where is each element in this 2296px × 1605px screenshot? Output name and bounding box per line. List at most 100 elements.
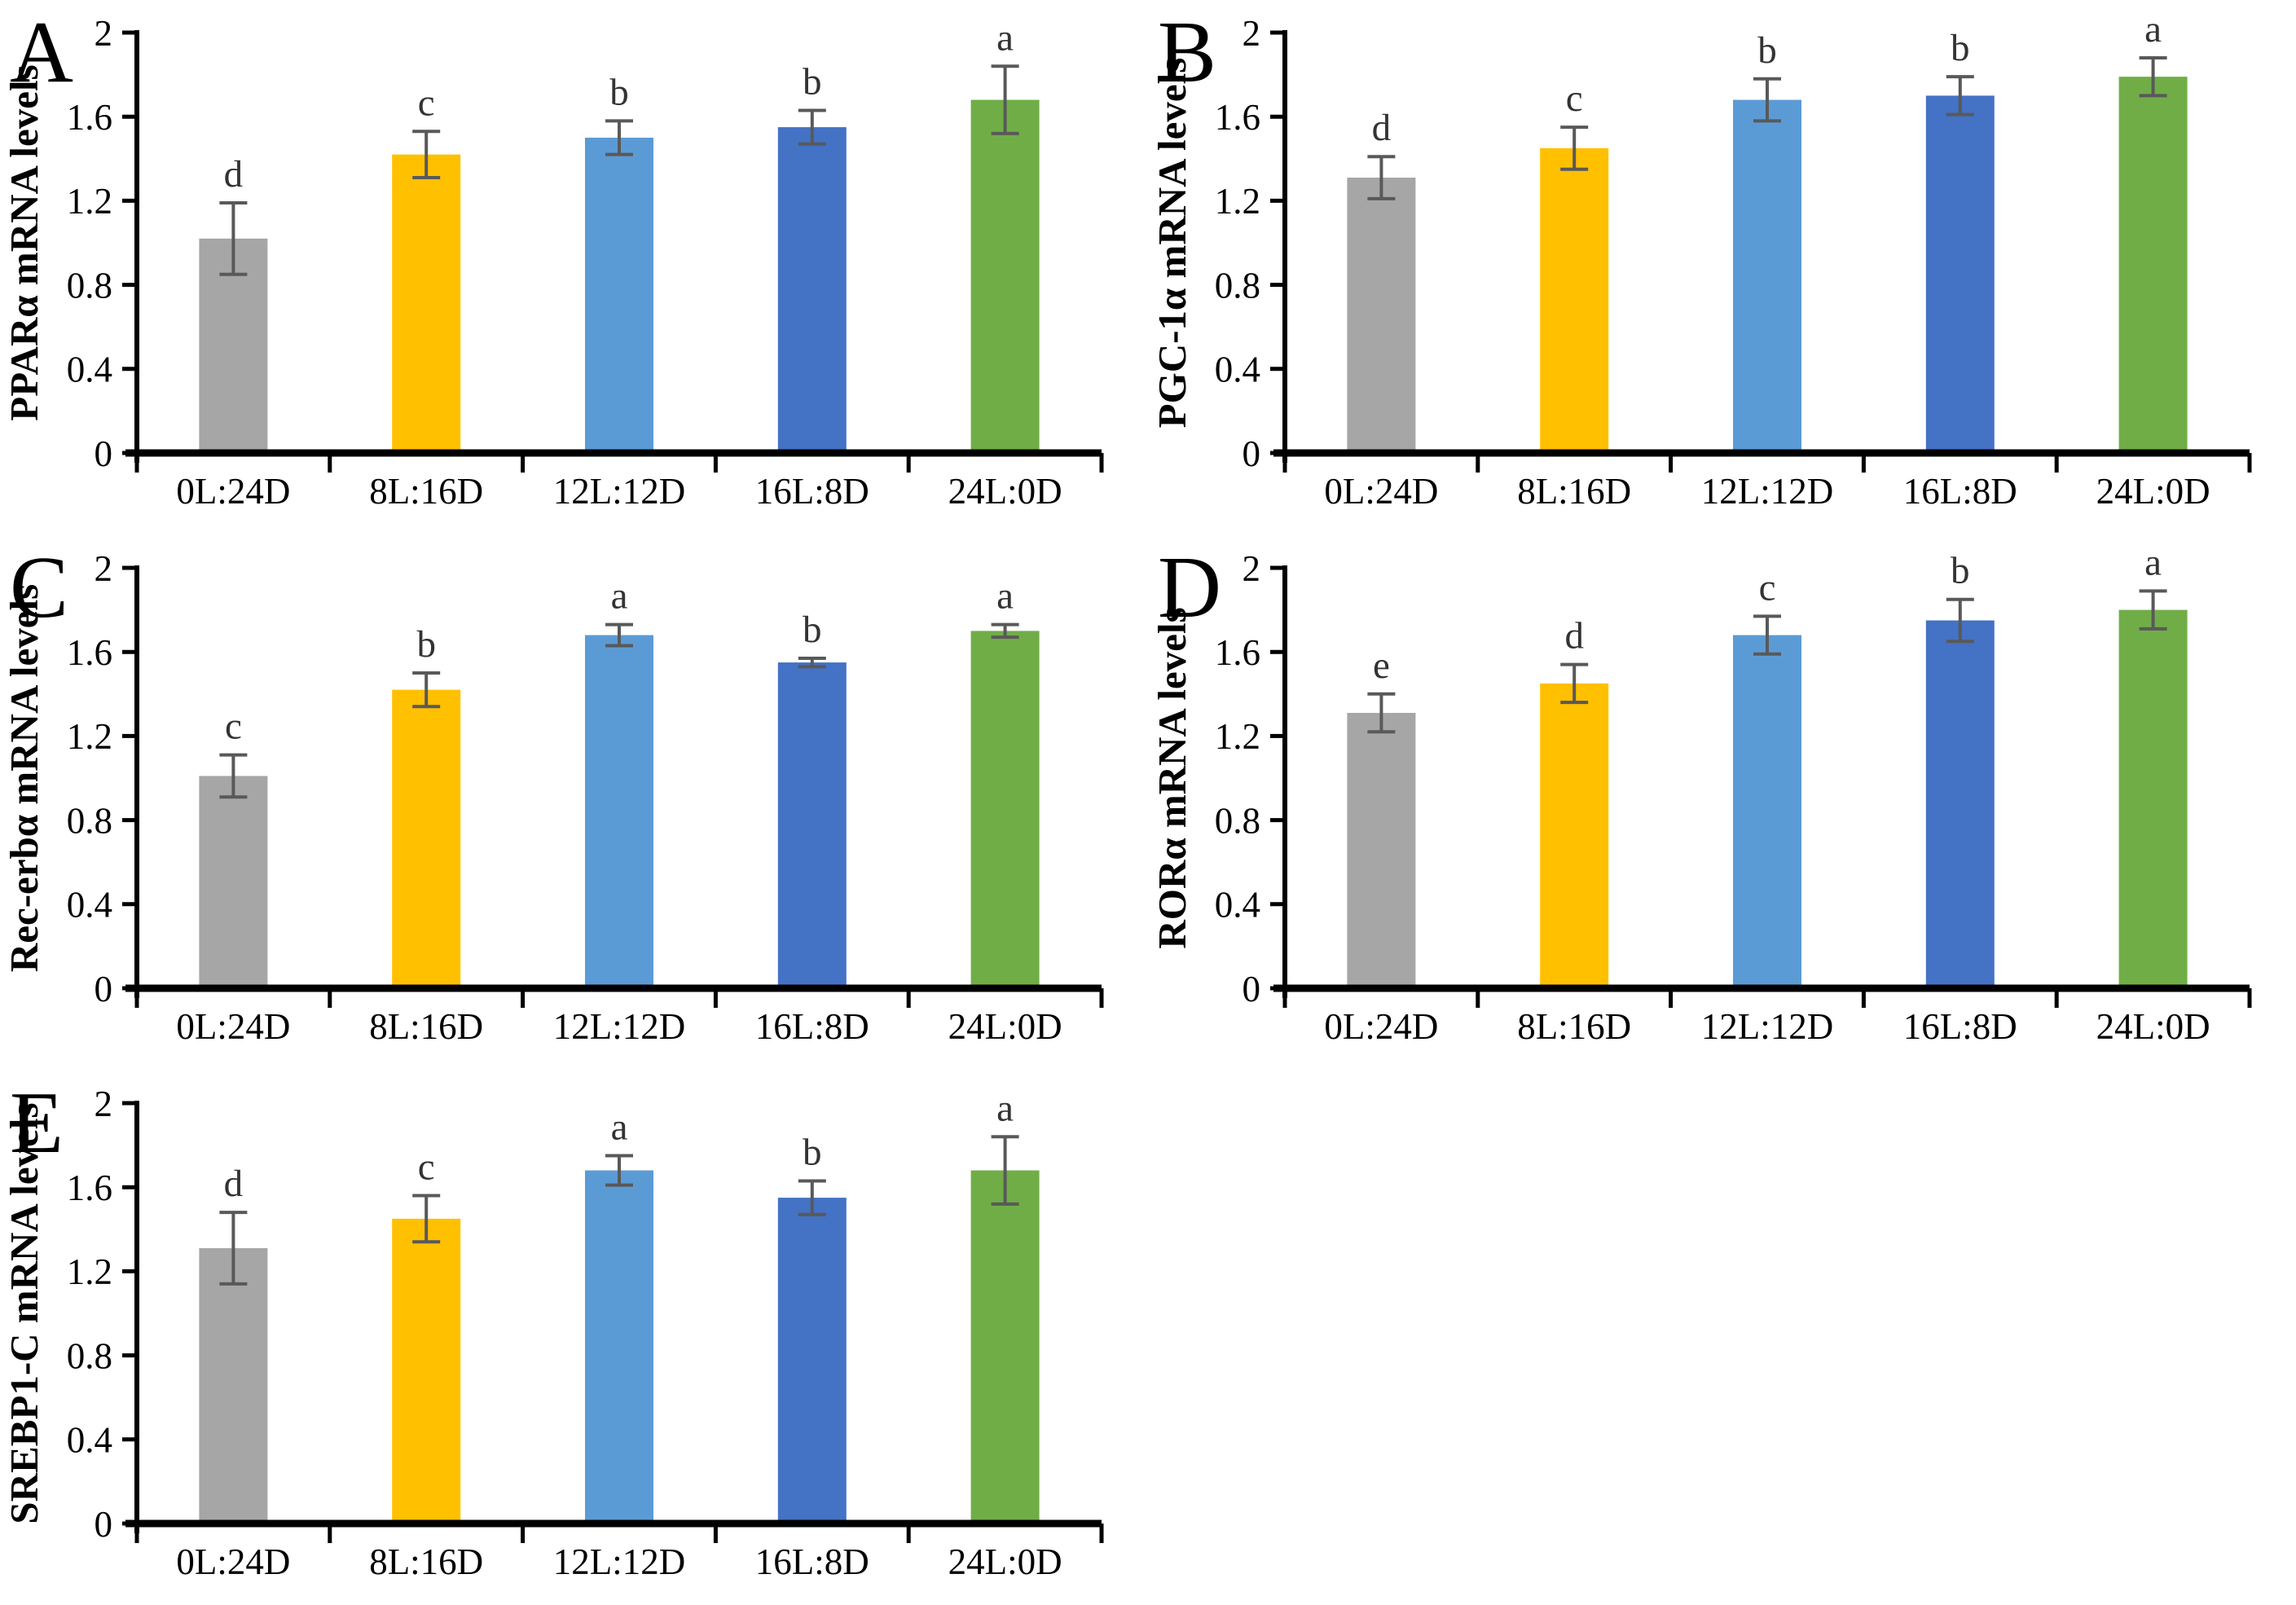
y-tick-label: 0 [95, 1504, 113, 1545]
bar [392, 154, 461, 453]
bar [392, 1218, 461, 1524]
bar [777, 1198, 847, 1524]
x-category-label: 12L:12D [1701, 1006, 1834, 1047]
sig-letter: b [1951, 27, 1970, 69]
bar [970, 1170, 1040, 1524]
x-category-label: 12L:12D [553, 1541, 686, 1582]
y-tick-label: 1.2 [1215, 181, 1260, 222]
y-tick-label: 0.4 [67, 350, 112, 390]
panel-letter: E [10, 1075, 64, 1172]
y-tick-label: 0.4 [67, 1420, 112, 1461]
x-category-label: 16L:8D [755, 1541, 869, 1582]
bar [585, 138, 653, 453]
y-tick-label: 2 [95, 548, 113, 589]
bar [970, 631, 1040, 988]
y-tick-label: 0.8 [67, 1335, 112, 1376]
sig-letter: c [418, 1146, 435, 1189]
panel-letter: D [1158, 539, 1221, 636]
y-tick-label: 1.2 [67, 716, 112, 757]
sig-letter: a [996, 16, 1014, 59]
x-category-label: 24L:0D [948, 1541, 1062, 1582]
y-axis-label: Rec-erbα mRNA levels [2, 584, 46, 972]
panel-d-chart: D RORα mRNA levels 0 0.4 0.8 1.2 1.6 2 e 0L:24D d 8… [1148, 535, 2296, 1070]
x-category-label: 8L:16D [369, 1006, 483, 1047]
bar [199, 1248, 268, 1524]
bar [1540, 147, 1609, 453]
y-tick-label: 0.8 [1215, 800, 1260, 841]
y-tick-label: 0 [95, 969, 113, 1009]
bar [392, 689, 461, 988]
x-category-label: 8L:16D [1517, 471, 1631, 512]
x-category-label: 16L:8D [1903, 1006, 2017, 1047]
x-category-label: 16L:8D [1903, 471, 2017, 512]
y-tick-label: 1.6 [1215, 632, 1260, 673]
x-category-label: 24L:0D [2096, 1006, 2210, 1047]
bar [970, 99, 1040, 453]
bar [1347, 713, 1416, 988]
bar [777, 662, 847, 988]
panel-letter: A [10, 4, 73, 101]
x-category-label: 8L:16D [1517, 1006, 1631, 1047]
x-category-label: 24L:0D [948, 1006, 1062, 1047]
y-tick-label: 1.2 [67, 1251, 112, 1292]
panel-e-chart: E SREBP1-C mRNA levels 0 0.4 0.8 1.2 1.6 2 d 0L:2… [0, 1071, 1148, 1605]
sig-letter: a [611, 575, 628, 618]
bar [1733, 635, 1801, 988]
x-category-label: 8L:16D [369, 1541, 483, 1582]
x-category-label: 12L:12D [553, 1006, 686, 1047]
sig-letter: b [1757, 29, 1777, 72]
sig-letter: b [416, 623, 436, 666]
panel-a-chart: A PPARα mRNA levels 0 0.4 0.8 1.2 1.6 2 d 0L:24D c… [0, 0, 1148, 534]
sig-letter: b [803, 609, 822, 651]
sig-letter: b [803, 60, 822, 103]
y-tick-label: 0.8 [67, 265, 112, 306]
y-tick-label: 1.2 [67, 181, 112, 222]
bar [1733, 99, 1801, 453]
y-axis-label: SREBP1-C mRNA levels [2, 1102, 46, 1524]
x-category-label: 12L:12D [1701, 471, 1834, 512]
x-category-label: 0L:24D [176, 1006, 290, 1047]
sig-letter: b [1951, 550, 1970, 592]
x-category-label: 16L:8D [755, 471, 869, 512]
panel-c-chart: C Rec-erbα mRNA levels 0 0.4 0.8 1.2 1.6 2 c 0L:2… [0, 535, 1148, 1070]
bar [1347, 178, 1416, 453]
y-tick-label: 0.8 [67, 800, 112, 841]
bar [585, 1170, 653, 1524]
y-tick-label: 1.2 [1215, 716, 1260, 757]
y-tick-label: 0.4 [67, 885, 112, 926]
bar [777, 127, 847, 453]
bar [1925, 620, 1995, 988]
panel-letter: C [10, 539, 68, 636]
x-category-label: 0L:24D [1324, 1006, 1438, 1047]
panel-b-chart: B PGC-1α mRNA levels 0 0.4 0.8 1.2 1.6 2 d 0L:24D… [1148, 0, 2296, 534]
bar [1540, 683, 1609, 988]
sig-letter: c [1566, 77, 1583, 120]
x-category-label: 16L:8D [755, 1006, 869, 1047]
y-tick-label: 0.4 [1215, 350, 1260, 390]
x-category-label: 12L:12D [553, 471, 686, 512]
sig-letter: d [1564, 615, 1584, 657]
y-tick-label: 0.8 [1215, 265, 1260, 306]
x-category-label: 0L:24D [176, 471, 290, 512]
bar [2118, 77, 2188, 454]
y-tick-label: 1.6 [1215, 97, 1260, 138]
y-tick-label: 0 [95, 433, 113, 474]
bar [1925, 95, 1995, 454]
sig-letter: a [2144, 8, 2162, 51]
sig-letter: d [224, 153, 244, 196]
sig-letter: d [1372, 107, 1392, 149]
x-category-label: 0L:24D [176, 1541, 290, 1582]
x-category-label: 24L:0D [2096, 471, 2210, 512]
sig-letter: a [2144, 541, 2162, 583]
panel-letter: B [1158, 4, 1216, 101]
sig-letter: a [996, 575, 1014, 618]
sig-letter: e [1373, 644, 1390, 687]
sig-letter: a [611, 1106, 628, 1149]
x-category-label: 8L:16D [369, 471, 483, 512]
sig-letter: d [224, 1163, 244, 1205]
bar [199, 776, 268, 988]
y-tick-label: 2 [95, 13, 113, 54]
